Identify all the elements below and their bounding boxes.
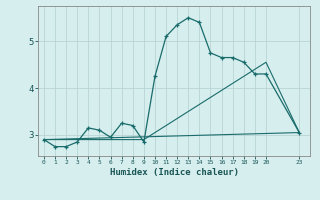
X-axis label: Humidex (Indice chaleur): Humidex (Indice chaleur) <box>110 168 239 177</box>
